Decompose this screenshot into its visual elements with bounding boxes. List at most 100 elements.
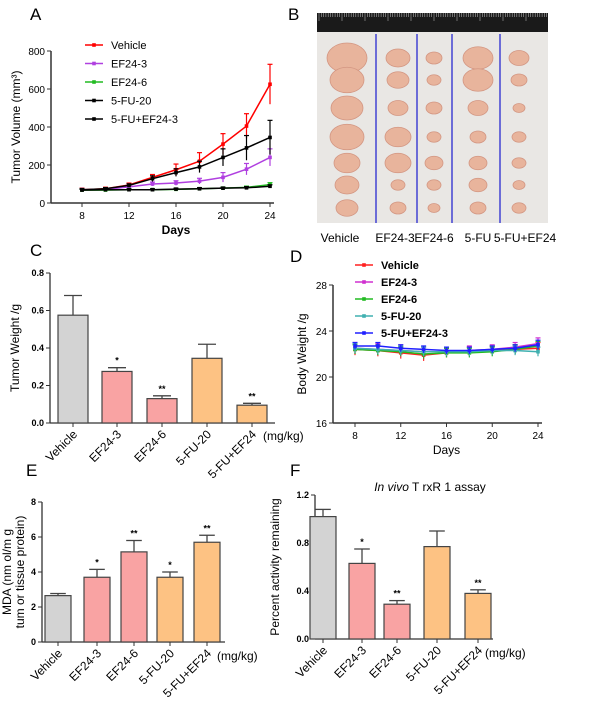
photo-label: EF24-3 xyxy=(375,231,415,245)
tumor xyxy=(462,68,494,92)
data-point xyxy=(244,146,249,150)
legend-marker xyxy=(92,98,96,103)
y-tick-label: 2 xyxy=(31,602,36,612)
y-tick-label: 0.8 xyxy=(31,268,44,278)
data-point xyxy=(127,187,131,192)
tumor-photo: Vehicle EF24-3 EF24-6 5-FU 5-FU+EF24 xyxy=(317,13,557,245)
bar-vehicle xyxy=(44,595,72,643)
y-tick-label: 600 xyxy=(28,85,45,96)
tumor xyxy=(425,101,443,115)
bar-ef24-6 xyxy=(120,551,148,643)
tumor xyxy=(384,126,412,148)
legend-marker xyxy=(92,61,96,66)
data-point xyxy=(467,348,472,353)
tumor xyxy=(511,157,527,169)
data-point xyxy=(174,181,178,185)
photo-label: 5-FU+EF24 xyxy=(494,231,557,245)
data-point xyxy=(221,186,225,190)
data-point xyxy=(150,176,155,181)
tumor xyxy=(511,131,527,143)
data-point xyxy=(197,179,202,183)
legend-marker xyxy=(362,297,366,301)
tumor xyxy=(469,201,487,215)
y-tick-label: 4 xyxy=(31,567,36,577)
significance-marker: * xyxy=(95,557,99,567)
significance-marker: ** xyxy=(474,578,482,588)
x-tick-label: EF24-6 xyxy=(131,427,169,465)
tumor xyxy=(389,201,407,215)
unit-label: (mg/kg) xyxy=(217,649,258,663)
x-tick-label: 12 xyxy=(395,431,407,442)
legend-marker xyxy=(92,80,96,84)
series-5-fu-ef24-3 xyxy=(352,339,541,354)
data-point xyxy=(421,347,426,352)
data-point xyxy=(268,184,272,189)
data-point xyxy=(376,347,380,352)
significance-marker: ** xyxy=(158,384,166,394)
mda-chart: 02468Vehicle*EF24-3**EF24-6*5-FU-20**5-F… xyxy=(0,497,258,700)
chart-title-rest: T rxR 1 assay xyxy=(409,480,486,494)
photo-label: EF24-6 xyxy=(414,231,454,245)
y-tick-label: 0 xyxy=(31,637,36,647)
panel-label-c: C xyxy=(30,241,42,260)
bar-5-fu-20 xyxy=(156,576,184,643)
tumor xyxy=(426,179,442,191)
bar-ef24-6 xyxy=(146,398,178,424)
x-tick-label: 8 xyxy=(352,431,358,442)
legend-label: EF24-3 xyxy=(111,59,147,71)
x-tick-label: 16 xyxy=(170,211,182,222)
chart-title-italic: In vivo xyxy=(374,480,409,494)
y-tick-label: 28 xyxy=(316,281,328,292)
bar-ef24-6 xyxy=(383,603,411,640)
y-tick-label: 200 xyxy=(28,161,45,172)
legend-label: EF24-3 xyxy=(381,277,417,289)
x-tick-label: Vehicle xyxy=(293,643,330,680)
data-point xyxy=(268,135,272,140)
legend-label: 5-FU+EF24-3 xyxy=(381,328,448,340)
x-tick-label: 20 xyxy=(487,431,499,442)
data-point xyxy=(127,183,131,188)
legend-label: 5-FU-20 xyxy=(111,96,151,108)
x-tick-label: 5-FU-20 xyxy=(173,427,214,468)
tumor xyxy=(462,46,494,70)
legend-label: EF24-6 xyxy=(111,77,147,89)
legend-label: 5-FU+EF24-3 xyxy=(111,114,178,126)
significance-marker: ** xyxy=(393,589,401,599)
y-tick-label: 800 xyxy=(28,47,45,58)
y-tick-label: 0.0 xyxy=(296,634,309,644)
y-axis-title: Percent activity remaining xyxy=(268,498,282,635)
data-point xyxy=(513,346,517,351)
tumor xyxy=(329,66,365,94)
bar-5-fu-ef24 xyxy=(464,592,492,640)
tumor xyxy=(387,100,409,116)
data-point xyxy=(444,348,449,353)
bar-5-fu-20 xyxy=(423,545,451,640)
unit-label: (mg/kg) xyxy=(263,429,304,443)
tumor xyxy=(512,103,526,113)
data-point xyxy=(150,182,155,186)
tumor xyxy=(510,73,528,87)
y-axis-title: Tumor Volume (mm³) xyxy=(9,71,23,184)
significance-marker: ** xyxy=(130,529,138,539)
y-tick-label: 8 xyxy=(31,497,36,507)
x-tick-label: EF24-3 xyxy=(86,427,124,465)
panel-label-d: D xyxy=(290,247,302,266)
ruler xyxy=(317,13,548,32)
x-tick-label: 5-FU+EF24 xyxy=(205,427,259,481)
data-point xyxy=(174,187,178,191)
x-tick-label: 24 xyxy=(532,431,544,442)
tumor xyxy=(329,123,365,151)
tumor xyxy=(427,203,441,213)
tumor xyxy=(385,48,411,68)
data-point xyxy=(150,187,155,192)
data-point xyxy=(353,344,357,348)
photo-label: Vehicle xyxy=(321,231,360,245)
bar-vehicle xyxy=(57,314,89,424)
legend-label: EF24-6 xyxy=(381,294,417,306)
data-point xyxy=(244,167,249,171)
data-point xyxy=(103,187,108,192)
x-tick-label: EF24-3 xyxy=(331,643,369,681)
bar-ef24-3 xyxy=(101,370,133,424)
